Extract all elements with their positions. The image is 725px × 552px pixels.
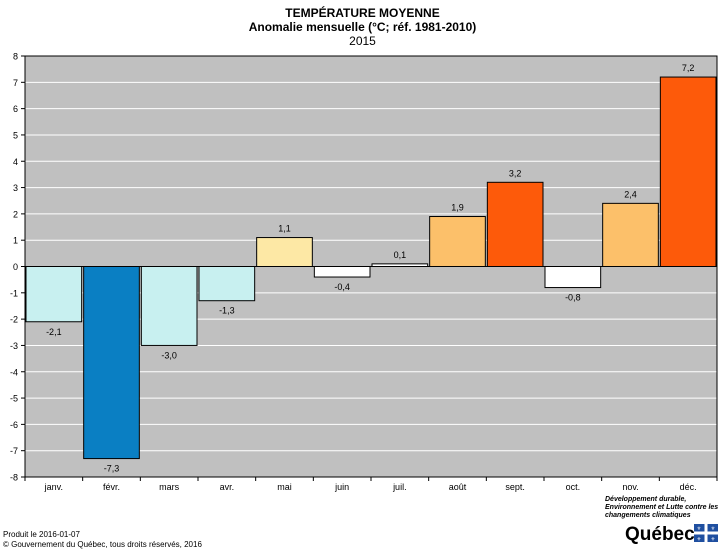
- x-tick-label: avr.: [220, 482, 235, 492]
- y-tick-label: -5: [10, 394, 18, 404]
- bar-value-label: 3,2: [509, 168, 522, 178]
- svg-text:⚜: ⚜: [711, 537, 715, 543]
- y-tick-label: 1: [13, 236, 18, 246]
- y-tick-label: 8: [13, 52, 18, 62]
- bar-janv.: [25, 266, 83, 323]
- bar-value-label: -1,3: [219, 306, 235, 316]
- y-tick-label: -2: [10, 315, 18, 325]
- bar-value-label: -2,1: [46, 327, 62, 337]
- bar-févr.: [83, 266, 140, 460]
- chart-titles: TEMPÉRATURE MOYENNE Anomalie mensuelle (…: [0, 6, 725, 48]
- bar-value-label: 1,1: [278, 224, 291, 234]
- x-tick-label: juin: [334, 482, 349, 492]
- bar-avr.: [198, 266, 256, 302]
- bar-juin: [313, 266, 371, 278]
- x-tick-label: mars: [159, 482, 179, 492]
- svg-text:⚜: ⚜: [697, 526, 701, 532]
- bar-value-label: -7,3: [104, 464, 120, 474]
- bar-value-label: 2,4: [624, 189, 637, 199]
- quebec-flag-icon: ⚜ ⚜ ⚜ ⚜: [694, 524, 718, 542]
- y-tick-label: 6: [13, 104, 18, 114]
- y-tick-label: 5: [13, 130, 18, 140]
- y-tick-label: -8: [10, 473, 18, 483]
- bar-mai: [256, 237, 313, 267]
- footer-produced: Produit le 2016-01-07: [3, 530, 80, 539]
- x-tick-label: févr.: [103, 482, 120, 492]
- x-tick-label: août: [449, 482, 467, 492]
- ministry-name: Développement durable, Environnement et …: [605, 496, 719, 519]
- x-tick-label: oct.: [566, 482, 581, 492]
- x-tick-label: janv.: [44, 482, 63, 492]
- y-tick-label: -4: [10, 367, 18, 377]
- y-tick-label: -1: [10, 288, 18, 298]
- chart-title: TEMPÉRATURE MOYENNE: [285, 6, 440, 20]
- x-tick-label: déc.: [680, 482, 697, 492]
- x-tick-label: nov.: [622, 482, 638, 492]
- bar-nov.: [602, 202, 659, 268]
- y-tick-label: 4: [13, 157, 18, 167]
- bar-déc.: [659, 76, 717, 267]
- bar-sept.: [486, 181, 544, 267]
- svg-text:⚜: ⚜: [697, 537, 701, 543]
- bar-mars: [140, 266, 198, 346]
- bar-août: [429, 216, 486, 268]
- plot-frame: [24, 55, 718, 478]
- bar-value-label: -0,8: [565, 293, 581, 303]
- bar-value-label: -3,0: [161, 350, 177, 360]
- y-tick-label: -3: [10, 341, 18, 351]
- x-tick-label: sept.: [505, 482, 525, 492]
- y-tick-label: 7: [13, 78, 18, 88]
- chart-subtitle: Anomalie mensuelle (°C; réf. 1981-2010): [248, 20, 477, 34]
- x-tick-label: mai: [277, 482, 292, 492]
- quebec-wordmark: Québec: [625, 524, 695, 545]
- bar-value-label: -0,4: [334, 282, 350, 292]
- chart-year: 2015: [349, 34, 376, 48]
- y-tick-label: -7: [10, 446, 18, 456]
- bar-value-label: 1,9: [451, 203, 464, 213]
- y-tick-label: -6: [10, 420, 18, 430]
- bar-value-label: 7,2: [682, 63, 695, 73]
- x-tick-label: juil.: [392, 482, 407, 492]
- footer-copyright: © Gouvernement du Québec, tous droits ré…: [3, 540, 202, 549]
- bar-oct.: [544, 266, 602, 289]
- y-tick-label: 0: [13, 262, 18, 272]
- y-tick-label: 2: [13, 209, 18, 219]
- svg-text:⚜: ⚜: [711, 526, 715, 532]
- bar-value-label: 0,1: [394, 250, 407, 260]
- y-tick-label: 3: [13, 183, 18, 193]
